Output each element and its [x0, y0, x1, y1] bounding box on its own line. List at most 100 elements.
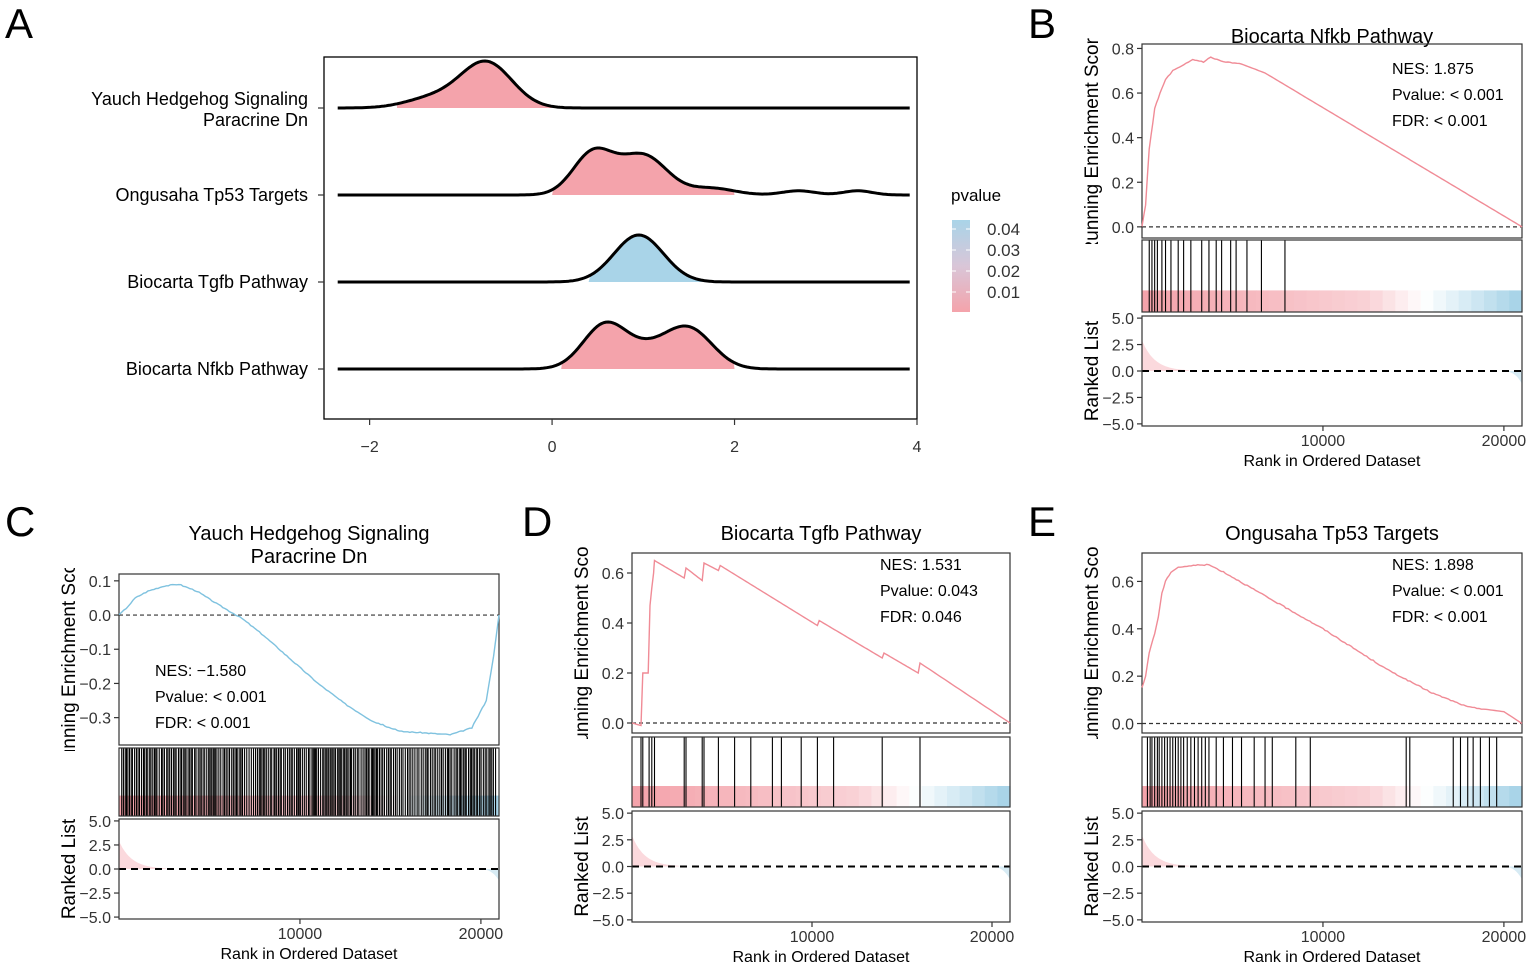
ridge-row: Biocarta Tgfb Pathway	[127, 233, 910, 292]
rank-ytick-label: 2.5	[1112, 338, 1134, 355]
rank-heatmap-cell	[833, 786, 847, 807]
rank-heatmap-cell	[644, 786, 658, 807]
rank-heatmap-cell	[220, 795, 234, 816]
pvalue-value: Pvalue: < 0.001	[155, 689, 267, 706]
rank-heatmap-cell	[1458, 786, 1472, 807]
rank-heatmap-cell	[959, 786, 973, 807]
rank-heatmap-cell	[1446, 290, 1460, 312]
rank-panel-frame	[118, 818, 500, 920]
nes-value: NES: 1.875	[1392, 61, 1474, 78]
ranked-metric-pos	[1142, 835, 1189, 867]
es-ytick-label: 0.1	[89, 574, 111, 591]
rank-ytick-label: −5.0	[79, 910, 111, 927]
nes-value: NES: 1.531	[880, 557, 962, 574]
es-ytick-label: 0.4	[1112, 622, 1134, 639]
rank-heatmap-cell	[695, 786, 709, 807]
rank-heatmap-cell	[795, 786, 809, 807]
rank-ylabel: Ranked List	[1082, 320, 1103, 421]
rank-ytick-label: −2.5	[1102, 886, 1134, 903]
rank-ytick-label: −2.5	[79, 886, 111, 903]
rank-heatmap-cell	[1408, 786, 1422, 807]
rank-heatmap-cell	[858, 786, 872, 807]
rank-heatmap-cell	[1395, 786, 1409, 807]
rank-heatmap-cell	[758, 786, 772, 807]
rank-heatmap-cell	[1142, 290, 1156, 312]
rank-ytick-label: 2.5	[602, 833, 624, 850]
xlabel: Rank in Ordered Dataset	[733, 949, 911, 966]
gsea-title-line2: Paracrine Dn	[251, 546, 368, 568]
es-ytick-label: 0.2	[602, 666, 624, 683]
rank-panel-frame	[631, 810, 1011, 923]
rank-ytick-label: 2.5	[1112, 833, 1134, 850]
ranked-metric-pos	[632, 835, 679, 867]
xtick-label: 10000	[790, 929, 835, 946]
es-ytick-label: −0.1	[79, 642, 111, 659]
rank-heatmap-cell	[1230, 786, 1244, 807]
ranked-metric-neg	[988, 866, 1010, 880]
gsea-panel-b: Biocarta Nfkb Pathway 0.0 0.2 0.4 0.6 0.8 Runn…	[1082, 26, 1526, 470]
es-ytick-label: −0.2	[79, 676, 111, 693]
ridge-density-fill	[588, 235, 712, 282]
legend-title: pvalue	[951, 186, 1001, 205]
rank-heatmap-cell	[1154, 786, 1168, 807]
xlabel: Rank in Ordered Dataset	[1244, 949, 1422, 966]
rank-heatmap-cell	[632, 786, 646, 807]
rank-heatmap-cell	[720, 786, 734, 807]
rank-heatmap-cell	[1420, 786, 1434, 807]
rank-heatmap-cell	[745, 786, 759, 807]
rank-heatmap-cell	[1306, 786, 1320, 807]
es-plot-frame	[1141, 552, 1523, 734]
es-ylabel: Running Enrichment Score	[1082, 529, 1103, 756]
ridge-label-line1: Yauch Hedgehog Signaling	[91, 89, 308, 109]
xtick-label: 20000	[1482, 433, 1527, 450]
rank-heatmap-cell	[1496, 290, 1510, 312]
ridge-density-fill	[397, 61, 553, 108]
es-ytick-label: 0.6	[1112, 86, 1134, 103]
rank-heatmap-cell	[1332, 290, 1346, 312]
rank-heatmap-cell	[1243, 786, 1257, 807]
ridge-xtick-label: 2	[730, 439, 739, 456]
rank-ytick-label: 5.0	[89, 814, 111, 831]
rank-heatmap-cell	[1218, 786, 1232, 807]
xtick-label: 10000	[278, 926, 323, 943]
ridge-xtick-label: −2	[360, 439, 378, 456]
rank-heatmap-cell	[1484, 786, 1498, 807]
es-ytick-label: 0.2	[1112, 175, 1134, 192]
rank-heatmap-cell	[1256, 290, 1270, 312]
rank-heatmap-cell	[783, 786, 797, 807]
rank-heatmap-cell	[997, 786, 1011, 807]
rank-heatmap-cell	[1268, 786, 1282, 807]
rank-heatmap-cell	[1471, 290, 1485, 312]
rank-heatmap-cell	[1281, 290, 1295, 312]
rank-ylabel: Ranked List	[1082, 816, 1103, 917]
rank-heatmap-cell	[1192, 786, 1206, 807]
rank-ytick-label: 5.0	[1112, 806, 1134, 823]
ridgeline-plot-frame	[323, 56, 918, 420]
rank-heatmap-cell	[1256, 786, 1270, 807]
rank-panel-frame	[1141, 810, 1523, 923]
ranked-metric-pos	[119, 841, 166, 869]
pvalue-value: Pvalue: < 0.001	[1392, 87, 1504, 104]
legend-tick-label: 0.01	[987, 283, 1020, 302]
rank-panel-frame	[1141, 315, 1523, 427]
ranked-metric-neg	[477, 869, 499, 881]
panel-label-c: C	[5, 498, 35, 545]
ridge-density-line	[337, 320, 910, 371]
ridge-label: Ongusaha Tp53 Targets	[116, 185, 308, 205]
es-plot-frame	[1141, 43, 1523, 239]
es-ylabel: Running Enrichment Score	[1082, 27, 1103, 254]
rank-heatmap-cell	[423, 795, 437, 816]
fdr-value: FDR: < 0.001	[1392, 113, 1488, 130]
es-ytick-label: 0.0	[1112, 717, 1134, 734]
xtick-label: 20000	[459, 926, 504, 943]
rank-ytick-label: 0.0	[89, 862, 111, 879]
xtick-label: 10000	[1301, 433, 1346, 450]
fdr-value: FDR: 0.046	[880, 609, 962, 626]
rank-heatmap-cell	[1471, 786, 1485, 807]
es-ytick-label: 0.0	[89, 608, 111, 625]
panel-label-d: D	[522, 498, 552, 545]
rank-heatmap-cell	[1433, 290, 1447, 312]
rank-heatmap-cell	[1408, 290, 1422, 312]
rank-heatmap-cell	[1395, 290, 1409, 312]
